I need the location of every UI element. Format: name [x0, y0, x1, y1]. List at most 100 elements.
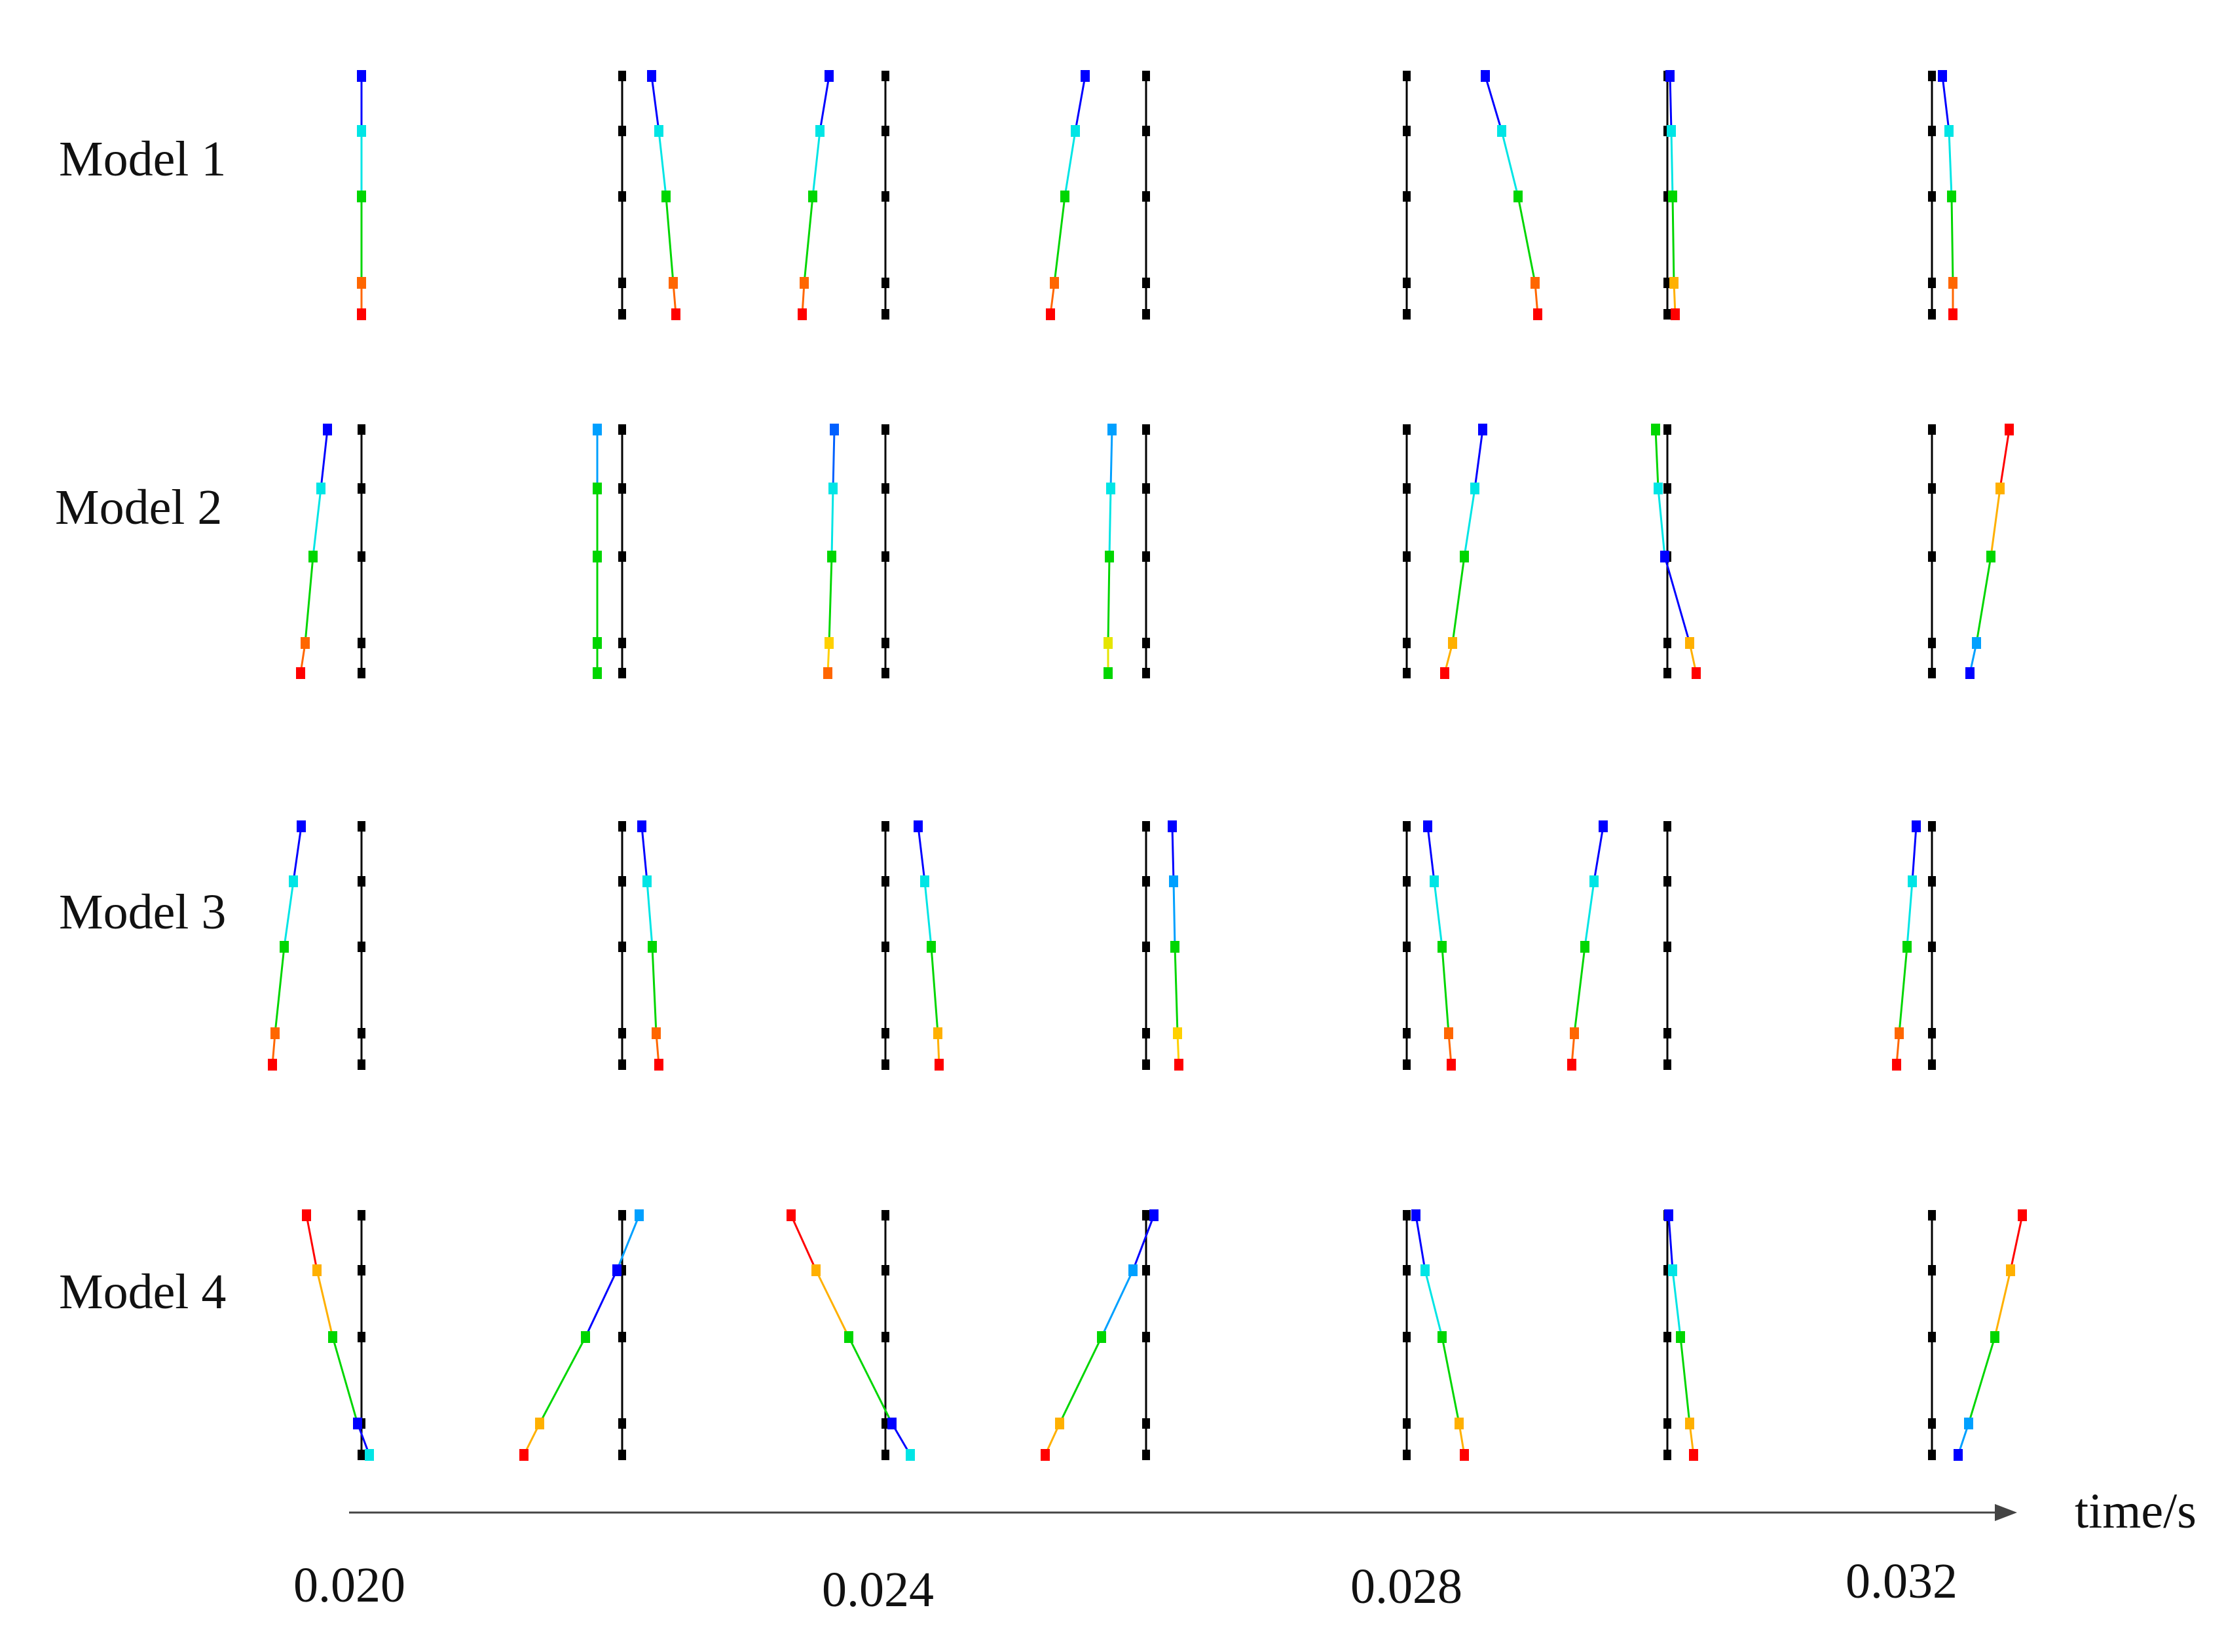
deformed-node [1060, 191, 1069, 202]
deformed-node [1440, 667, 1449, 679]
row-label-model-3: Model 3 [59, 885, 226, 940]
reference-node [618, 191, 626, 202]
reference-node [1142, 1028, 1150, 1038]
deformed-segment [1517, 196, 1536, 284]
deformed-segment [1950, 196, 1954, 284]
snapshot-model-2-col-6 [1651, 424, 1701, 679]
deformed-node [1420, 1264, 1430, 1276]
deformed-segment [1107, 556, 1111, 644]
reference-node [1403, 1028, 1411, 1038]
reference-node [618, 1210, 626, 1221]
snapshot-model-2-col-7 [1928, 424, 2014, 679]
reference-node [1403, 668, 1411, 678]
deformed-segment [292, 826, 303, 882]
deformed-node [1948, 277, 1957, 289]
reference-node [1142, 483, 1150, 494]
deformed-node [581, 1331, 590, 1343]
deformed-segment [665, 196, 675, 284]
deformed-node [815, 125, 825, 137]
deformed-segment [1593, 826, 1605, 882]
reference-node [1403, 71, 1411, 81]
snapshot-model-1-col-1 [357, 70, 366, 320]
deformed-segment [584, 1270, 618, 1338]
snapshot-model-2-col-2 [593, 424, 626, 679]
deformed-node [1107, 424, 1117, 435]
deformed-node [1990, 1331, 1999, 1343]
deformed-segment [331, 1336, 359, 1424]
reference-node [1142, 126, 1150, 136]
reference-node [358, 1450, 365, 1460]
time-axis-arrowhead [1995, 1504, 2017, 1521]
deformed-node [519, 1449, 529, 1461]
deformed-node [593, 424, 602, 435]
reference-node [1142, 1332, 1150, 1342]
deformed-node [1438, 1331, 1447, 1343]
deformed-node [1444, 1027, 1453, 1039]
reference-node [1928, 1265, 1936, 1276]
reference-node [1928, 309, 1936, 320]
snapshots-layer [268, 70, 2027, 1461]
deformed-segment [1669, 75, 1673, 132]
deformed-node [1173, 1027, 1182, 1039]
reference-node [1663, 424, 1671, 435]
deformed-node [301, 637, 310, 649]
deformed-segment [790, 1215, 817, 1271]
reference-node [1928, 551, 1936, 562]
deformed-node [2006, 1264, 2015, 1276]
deformed-segment [1441, 946, 1450, 1034]
reference-node [1928, 638, 1936, 648]
reference-node [881, 638, 889, 648]
deformed-node [1667, 125, 1676, 137]
deformed-node [1104, 637, 1113, 649]
reference-node [1403, 126, 1411, 136]
deformed-segment [658, 130, 667, 197]
reference-node [1663, 1332, 1671, 1342]
row-label-model-4: Model 4 [59, 1264, 226, 1319]
deformed-node [1954, 1449, 1963, 1461]
deformed-node [1651, 424, 1660, 435]
snapshot-model-1-col-4 [1046, 70, 1150, 320]
snapshot-model-2-col-5 [1403, 424, 1487, 679]
deformed-segment [1058, 1336, 1103, 1424]
snapshot-model-3-col-4 [1142, 820, 1183, 1071]
deformed-node [357, 70, 366, 82]
reference-node [1928, 668, 1936, 678]
snapshot-model-3-col-7 [1892, 820, 1936, 1071]
deformed-segment [1174, 946, 1179, 1034]
reference-node [1142, 1059, 1150, 1070]
reference-node [1663, 821, 1671, 832]
snapshot-model-3-col-5 [1403, 820, 1456, 1071]
deformed-segment [1064, 130, 1077, 197]
reference-node [618, 483, 626, 494]
deformed-node [1530, 277, 1540, 289]
reference-node [618, 1450, 626, 1460]
reference-node [1928, 1450, 1936, 1460]
deformed-segment [1100, 1270, 1134, 1338]
deformed-node [1986, 551, 1995, 562]
reference-node [358, 942, 365, 952]
deformed-segment [304, 556, 314, 644]
deformed-node [844, 1331, 853, 1343]
deformed-node [1570, 1027, 1579, 1039]
reference-node [618, 126, 626, 136]
deformed-node [825, 70, 834, 82]
deformed-segment [1657, 488, 1666, 557]
deformed-node [637, 820, 646, 832]
deformed-node [1908, 875, 1917, 887]
reference-node [1403, 876, 1411, 887]
reference-node [618, 668, 626, 678]
deformed-segment [1941, 75, 1950, 132]
deformed-node [312, 1264, 322, 1276]
reference-node [881, 483, 889, 494]
reference-node [1663, 942, 1671, 952]
deformed-node [1692, 667, 1701, 679]
deformed-node [827, 551, 836, 562]
deformed-segment [1898, 946, 1908, 1034]
reference-node [1663, 309, 1671, 320]
reference-node [358, 551, 365, 562]
snapshot-model-1-col-5 [1403, 70, 1542, 320]
deformed-segment [923, 881, 933, 947]
deformed-node [1041, 1449, 1050, 1461]
deformed-node [1169, 875, 1178, 887]
